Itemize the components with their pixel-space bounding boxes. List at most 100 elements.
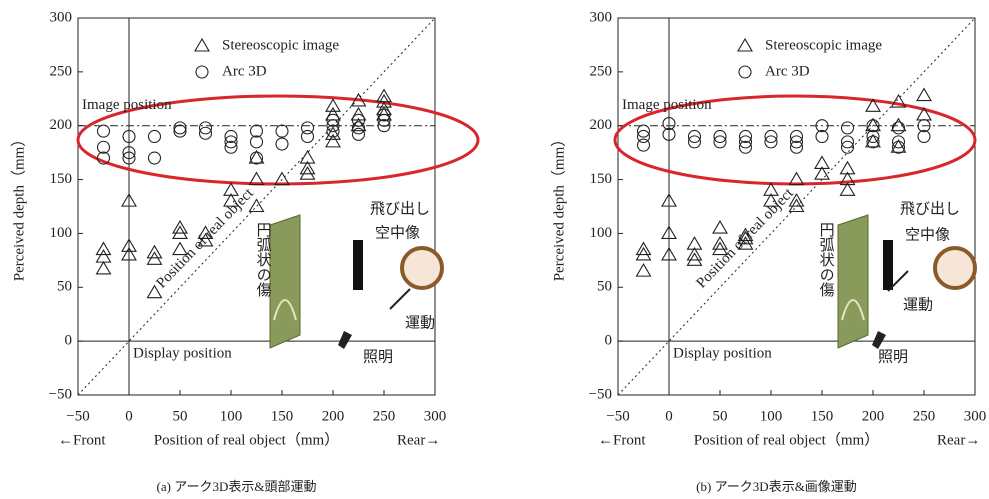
illustration-label: 照明 bbox=[878, 348, 908, 365]
panel-illustration bbox=[838, 215, 868, 348]
x-tick-label: 0 bbox=[665, 408, 673, 424]
y-tick-label: 250 bbox=[50, 63, 73, 79]
motion-arrow bbox=[390, 289, 410, 309]
x-tick-label: 150 bbox=[811, 408, 834, 424]
legend-symbol bbox=[738, 39, 752, 51]
point bbox=[893, 136, 905, 148]
point bbox=[98, 141, 110, 153]
x-tick-label: 100 bbox=[220, 408, 243, 424]
x-axis-label: Rear→ bbox=[937, 432, 980, 448]
x-tick-label: 100 bbox=[760, 408, 783, 424]
caption: (b) アーク3D表示&画像運動 bbox=[696, 479, 857, 494]
legend-symbol bbox=[196, 66, 208, 78]
legend-label: Arc 3D bbox=[765, 63, 810, 79]
x-axis-label: Rear→ bbox=[397, 432, 440, 448]
point bbox=[97, 262, 111, 274]
point bbox=[740, 141, 752, 153]
x-tick-label: 300 bbox=[424, 408, 447, 424]
legend-label: Stereoscopic image bbox=[765, 37, 882, 53]
y-tick-label: 200 bbox=[50, 117, 73, 133]
point bbox=[225, 130, 237, 142]
point bbox=[791, 141, 803, 153]
y-tick-label: 250 bbox=[590, 63, 613, 79]
illustration-label: 飛び出し bbox=[900, 200, 960, 217]
x-tick-label: 50 bbox=[713, 408, 728, 424]
y-tick-label: 300 bbox=[50, 9, 73, 25]
point bbox=[689, 136, 701, 148]
point bbox=[816, 130, 828, 142]
point bbox=[765, 136, 777, 148]
illustration-label: 照明 bbox=[363, 348, 393, 365]
legend-symbol bbox=[739, 66, 751, 78]
point bbox=[917, 89, 931, 101]
point bbox=[301, 167, 315, 179]
legend-label: Stereoscopic image bbox=[222, 37, 339, 53]
point bbox=[791, 136, 803, 148]
point bbox=[173, 226, 187, 238]
y-tick-label: 50 bbox=[57, 279, 72, 295]
x-tick-label: 200 bbox=[862, 408, 885, 424]
point bbox=[148, 286, 162, 298]
x-tick-label: 150 bbox=[271, 408, 294, 424]
aerial-image bbox=[353, 240, 363, 290]
y-tick-label: 150 bbox=[590, 171, 613, 187]
x-tick-label: 250 bbox=[913, 408, 936, 424]
y-tick-label: 0 bbox=[65, 333, 73, 349]
point bbox=[225, 136, 237, 148]
point bbox=[918, 130, 930, 142]
y-tick-label: −50 bbox=[49, 386, 72, 402]
point bbox=[225, 141, 237, 153]
point bbox=[276, 138, 288, 150]
x-tick-label: 0 bbox=[125, 408, 133, 424]
point bbox=[200, 122, 212, 134]
point bbox=[740, 130, 752, 142]
head bbox=[935, 248, 975, 288]
x-tick-label: −50 bbox=[66, 408, 89, 424]
legend-symbol bbox=[195, 39, 209, 51]
illustration-label: 運動 bbox=[405, 314, 435, 331]
point bbox=[842, 136, 854, 148]
legend-label: Arc 3D bbox=[222, 63, 267, 79]
point bbox=[842, 122, 854, 134]
point bbox=[149, 152, 161, 164]
caption: (a) アーク3D表示&頭部運動 bbox=[157, 479, 317, 494]
x-axis-label: Position of real object（mm） bbox=[154, 431, 339, 448]
y-tick-label: 100 bbox=[50, 225, 73, 241]
annotation: Display position bbox=[673, 346, 772, 362]
y-tick-label: 0 bbox=[605, 333, 613, 349]
point bbox=[637, 264, 651, 276]
y-tick-label: 150 bbox=[50, 171, 73, 187]
x-axis-label: Position of real object（mm） bbox=[694, 431, 879, 448]
annotation: Image position bbox=[622, 97, 712, 113]
y-axis-label: Perceived depth（mm） bbox=[550, 132, 567, 282]
point bbox=[765, 130, 777, 142]
y-tick-label: 100 bbox=[590, 225, 613, 241]
y-tick-label: 50 bbox=[597, 279, 612, 295]
x-tick-label: 200 bbox=[322, 408, 345, 424]
point bbox=[688, 253, 702, 265]
y-tick-label: 300 bbox=[590, 9, 613, 25]
figure: −50 0 50 100 150 200 250 300 −50 0 50 100 150 200 250 3… bbox=[0, 0, 989, 499]
point bbox=[815, 167, 829, 179]
point bbox=[98, 125, 110, 137]
point bbox=[97, 243, 111, 255]
illustration-label: 飛び出し bbox=[370, 200, 430, 217]
point bbox=[867, 130, 879, 142]
illustration-label: 円弧状の傷 bbox=[255, 222, 272, 297]
point bbox=[689, 130, 701, 142]
x-tick-label: 300 bbox=[964, 408, 987, 424]
annotation: Image position bbox=[82, 97, 172, 113]
point bbox=[326, 99, 340, 111]
y-tick-label: 200 bbox=[590, 117, 613, 133]
x-axis-label: ←Front bbox=[58, 432, 106, 448]
aerial-image bbox=[883, 240, 893, 290]
illustration-label: 空中像 bbox=[905, 226, 950, 243]
point bbox=[200, 127, 212, 139]
point bbox=[841, 183, 855, 195]
illustration-label: 円弧状の傷 bbox=[818, 222, 835, 297]
illustration-label: 運動 bbox=[903, 296, 933, 313]
point bbox=[174, 125, 186, 137]
point bbox=[638, 125, 650, 137]
x-tick-label: −50 bbox=[606, 408, 629, 424]
point bbox=[714, 130, 726, 142]
